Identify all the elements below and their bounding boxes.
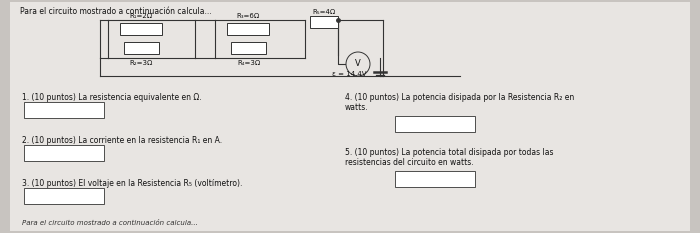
Bar [120,23,162,35]
Text: 4. (10 puntos) La potencia disipada por la Resistencia R₂ en
watts.: 4. (10 puntos) La potencia disipada por … [345,93,574,112]
Text: R₂=3Ω: R₂=3Ω [130,60,153,66]
Text: 5. (10 puntos) La potencia total disipada por todas las
resistencias del circuit: 5. (10 puntos) La potencia total disipad… [345,148,554,167]
Text: R₅=4Ω: R₅=4Ω [312,9,335,15]
Text: 1. (10 puntos) La resistencia equivalente en Ω.: 1. (10 puntos) La resistencia equivalent… [22,93,202,102]
Circle shape [346,52,370,76]
Bar [24,188,104,204]
Text: V: V [355,59,361,69]
Bar [231,42,266,54]
Text: Para el circuito mostrado a continuación calcula...: Para el circuito mostrado a continuación… [20,7,211,16]
Text: R₄=3Ω: R₄=3Ω [237,60,260,66]
Bar [310,16,338,28]
Text: Para el circuito mostrado a continuación calcula...: Para el circuito mostrado a continuación… [22,220,198,226]
Bar [124,42,159,54]
Bar [227,23,269,35]
Bar [24,102,104,118]
Bar [24,145,104,161]
Bar [395,171,475,187]
Text: ε = 14.4V: ε = 14.4V [332,71,366,77]
Text: R₁=2Ω: R₁=2Ω [130,13,153,19]
Text: 2. (10 puntos) La corriente en la resistencia R₁ en A.: 2. (10 puntos) La corriente en la resist… [22,136,222,145]
Bar [395,116,475,132]
Text: 3. (10 puntos) El voltaje en la Resistencia R₅ (voltímetro).: 3. (10 puntos) El voltaje en la Resisten… [22,179,242,188]
Text: R₃=6Ω: R₃=6Ω [237,13,260,19]
